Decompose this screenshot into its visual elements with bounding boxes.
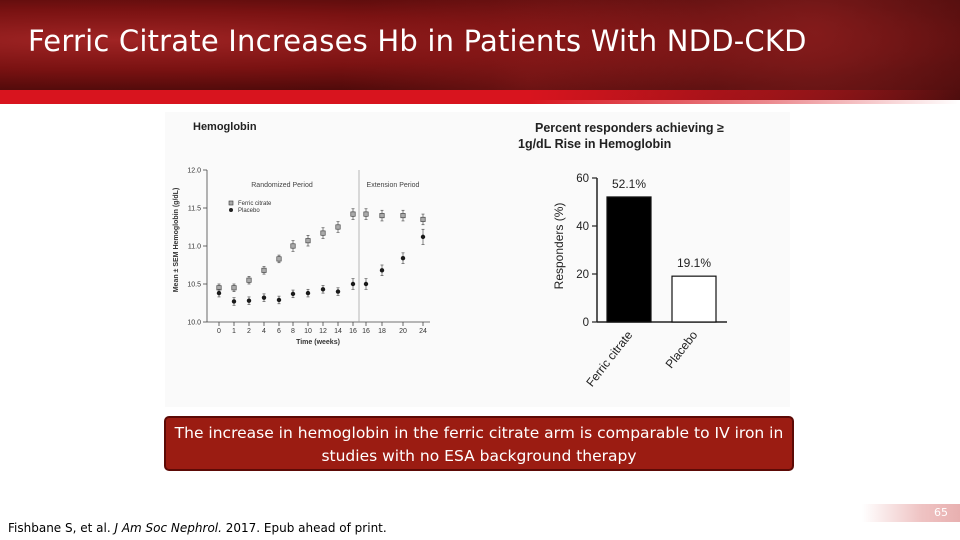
responders-y-axis-label: Responders (%)	[552, 203, 566, 290]
figure-panel	[165, 112, 790, 407]
responders-y-tick-label: 40	[576, 221, 589, 233]
key-message-text: The increase in hemoglobin in the ferric…	[174, 424, 784, 465]
hb-x-tick-label: 0	[217, 328, 221, 335]
placebo-point	[363, 281, 369, 287]
hb-y-tick-label: 12.0	[187, 168, 201, 175]
responders-bars: 52.1% Ferric citrate 19.1% Placebo	[583, 177, 717, 389]
accent-bar	[0, 90, 960, 104]
responders-bar-value: 19.1%	[677, 256, 711, 270]
responders-y-tick-label: 0	[583, 317, 589, 329]
title-banner: Ferric Citrate Increases Hb in Patients …	[0, 0, 960, 100]
ferric-citrate-point	[379, 213, 385, 219]
hemoglobin-x-axis-label: Time (weeks)	[296, 339, 340, 346]
citation-authors: Fishbane S, et al.	[8, 521, 111, 535]
ferric-citrate-point	[350, 211, 356, 217]
hemoglobin-y-axis-label: Mean ± SEM Hemoglobin (g/dL)	[173, 188, 180, 293]
ferric-citrate-point	[305, 238, 311, 244]
ferric-citrate-point	[400, 213, 406, 219]
placebo-point	[216, 290, 222, 296]
responders-chart: Percent responders achieving ≥ 1g/dL Ris…	[518, 121, 727, 389]
placebo-point	[400, 255, 406, 261]
hemoglobin-legend: Ferric citrate Placebo	[228, 200, 272, 214]
randomized-period-label: Randomized Period	[251, 182, 313, 189]
placebo-point	[290, 291, 296, 297]
responders-y-tick-label: 20	[576, 269, 589, 281]
placebo-point	[320, 287, 326, 292]
hb-x-tick-label: 12	[319, 328, 327, 335]
hb-x-tick-label: 8	[291, 328, 295, 335]
legend-marker-ferric-citrate	[228, 200, 234, 206]
ferric-citrate-point	[261, 267, 267, 273]
hb-x-tick-label: 14	[334, 328, 342, 335]
page-number: 65	[934, 506, 948, 519]
responders-category-label: Placebo	[663, 328, 701, 371]
extension-period-label: Extension Period	[367, 182, 420, 189]
hb-x-tick-label: 1	[232, 328, 236, 335]
ferric-citrate-point	[246, 277, 252, 283]
hb-y-tick-label: 11.5	[188, 206, 201, 213]
placebo-point	[231, 299, 237, 304]
responders-bar-value: 52.1%	[612, 177, 646, 191]
hb-x-tick-label: 16	[349, 328, 357, 335]
placebo-point	[335, 289, 341, 294]
ferric-citrate-point	[276, 256, 282, 262]
ferric-citrate-point	[335, 224, 341, 230]
ferric-citrate-point	[290, 243, 296, 249]
legend-label-ferric-citrate: Ferric citrate	[238, 201, 272, 207]
responders-category-label: Ferric citrate	[583, 328, 635, 389]
hb-x-tick-label: 2	[247, 328, 251, 335]
hemoglobin-y-ticks: 10.0 10.5 11.0 11.5 12.0	[187, 168, 207, 327]
hemoglobin-chart: Hemoglobin Mean ± SEM Hemoglobin (g/dL) …	[173, 121, 430, 346]
placebo-point	[350, 281, 356, 287]
hb-x-tick-label: 18	[378, 328, 386, 335]
page-number-bar	[862, 504, 960, 522]
placebo-point	[261, 295, 267, 300]
hb-y-tick-label: 10.0	[187, 320, 201, 327]
slide-title: Ferric Citrate Increases Hb in Patients …	[28, 24, 807, 58]
hb-y-tick-label: 10.5	[187, 282, 201, 289]
hb-x-tick-label: 6	[277, 328, 281, 335]
hb-x-tick-label: 24	[419, 328, 427, 335]
hb-x-tick-label: 4	[262, 328, 266, 335]
responders-chart-title-line-1: Percent responders achieving ≥	[535, 121, 724, 135]
legend-label-placebo: Placebo	[238, 208, 260, 214]
legend-marker-placebo	[229, 208, 233, 212]
placebo-point	[276, 297, 282, 303]
citation-details: 2017. Epub ahead of print.	[225, 521, 387, 535]
placebo-point	[420, 234, 426, 240]
responders-bar	[671, 275, 717, 323]
placebo-point	[379, 268, 385, 273]
hb-x-tick-label: 20	[399, 328, 407, 335]
responders-bar	[606, 196, 652, 323]
ferric-citrate-point	[231, 285, 237, 291]
hemoglobin-series	[216, 208, 426, 306]
hb-y-tick-label: 11.0	[188, 244, 201, 251]
placebo-point	[305, 290, 311, 296]
placebo-point	[246, 298, 252, 303]
responders-y-ticks: 0 20 40 60	[576, 173, 597, 329]
ferric-citrate-point	[363, 211, 369, 217]
responders-y-tick-label: 60	[576, 173, 589, 185]
hb-x-tick-label: 10	[304, 328, 312, 335]
hb-x-tick-label: 16	[362, 328, 370, 335]
hemoglobin-x-ticks: 0 1 2 4 6 8 10 12 14 16 16 18 20 24	[217, 322, 427, 335]
hemoglobin-chart-title: Hemoglobin	[193, 121, 257, 133]
ferric-citrate-point	[420, 216, 426, 222]
responders-chart-title-line-2: 1g/dL Rise in Hemoglobin	[518, 137, 671, 151]
citation: Fishbane S, et al. J Am Soc Nephrol. 201…	[8, 521, 387, 535]
ferric-citrate-point	[320, 230, 326, 236]
citation-journal: J Am Soc Nephrol.	[114, 521, 222, 535]
key-message-box: The increase in hemoglobin in the ferric…	[164, 416, 794, 471]
